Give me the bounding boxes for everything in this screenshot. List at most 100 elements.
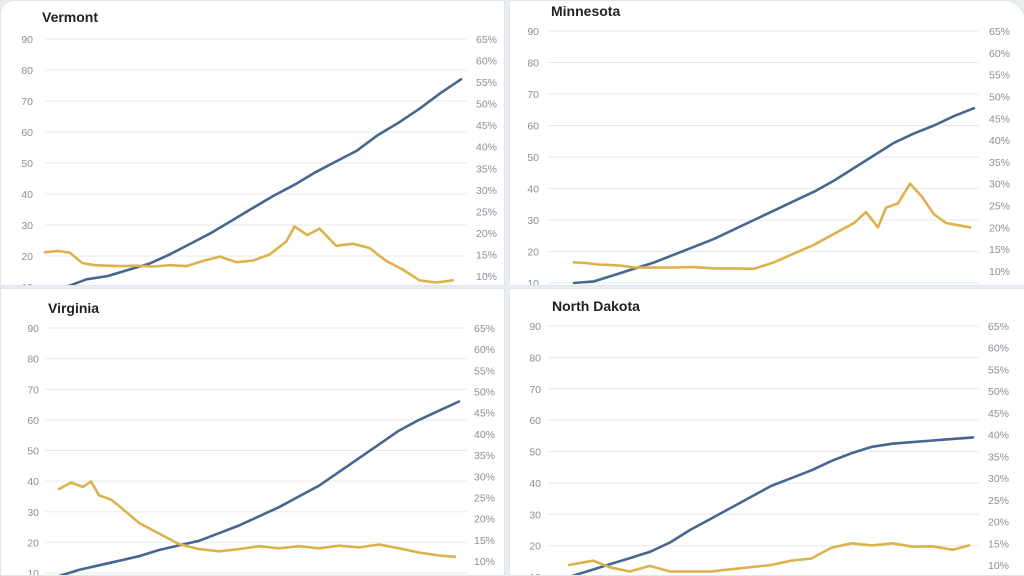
y-tick-label: 40 bbox=[527, 184, 539, 196]
y2-tick-label: 15% bbox=[989, 244, 1010, 256]
chart-title: North Dakota bbox=[552, 298, 640, 314]
chart-title: Vermont bbox=[42, 9, 99, 25]
series-line-blue bbox=[572, 106, 976, 285]
y2-tick-label: 50% bbox=[989, 91, 1010, 103]
series-line-gold bbox=[43, 225, 455, 284]
chart-panel-north-dakota: North Dakota 90807060504030201065%60%55%… bbox=[509, 288, 1024, 576]
y2-tick-label: 25% bbox=[476, 206, 497, 218]
y2-tick-label: 15% bbox=[988, 538, 1009, 550]
y2-tick-label: 10% bbox=[989, 266, 1010, 278]
chart-svg: 90807060504030201065%60%55%50%45%40%35%3… bbox=[527, 26, 1010, 285]
chart-svg: 90 80 70 60 50 40 30 20 10 65% 60% 55% 50% 45% 40% 35% 3… bbox=[27, 323, 495, 575]
y2-tick-label: 50% bbox=[474, 387, 495, 399]
y2-tick-label: 40% bbox=[989, 135, 1010, 147]
chart-title: Minnesota bbox=[551, 3, 621, 19]
y-tick-label: 10 bbox=[21, 282, 33, 285]
chart-panel-vermont: Vermont 90 80 70 60 50 40 30 20 10 65% 60% 55% 50% 45… bbox=[0, 0, 505, 286]
y2-tick-label: 30% bbox=[989, 179, 1010, 191]
y2-tick-label: 60% bbox=[989, 48, 1010, 60]
y2-tick-label: 10% bbox=[476, 271, 497, 283]
series-line-blue bbox=[58, 400, 461, 575]
y2-tick-label: 15% bbox=[474, 535, 495, 547]
y-tick-label: 40 bbox=[529, 478, 541, 490]
y-tick-label: 20 bbox=[21, 251, 33, 263]
y2-tick-label: 30% bbox=[988, 473, 1009, 485]
y-tick-label: 70 bbox=[27, 384, 39, 396]
y2-tick-label: 20% bbox=[989, 222, 1010, 234]
y2-tick-label: 20% bbox=[474, 514, 495, 526]
chart-panel-minnesota: Minnesota 90 80 70 60 50 40 30 20 10 65% 60% 55% 50%… bbox=[509, 0, 1024, 286]
y2-tick-label: 25% bbox=[989, 201, 1010, 213]
y2-tick-label: 45% bbox=[474, 408, 495, 420]
y2-tick-label: 35% bbox=[476, 163, 497, 175]
y2-tick-label: 55% bbox=[474, 365, 495, 377]
y-tick-label: 80 bbox=[21, 65, 33, 77]
y2-tick-label: 65% bbox=[988, 321, 1009, 333]
y2-tick-label: 65% bbox=[474, 323, 495, 335]
y-tick-label: 70 bbox=[527, 89, 539, 101]
y-tick-label: 70 bbox=[21, 96, 33, 108]
y-tick-label: 60 bbox=[21, 127, 33, 139]
y-tick-label: 50 bbox=[527, 152, 539, 164]
y-tick-label: 90 bbox=[21, 34, 33, 46]
y2-tick-label: 20% bbox=[476, 228, 497, 240]
y2-tick-label: 50% bbox=[988, 386, 1009, 398]
y2-tick-label: 10% bbox=[474, 556, 495, 568]
series-line-gold bbox=[572, 182, 972, 271]
y2-tick-label: 25% bbox=[988, 495, 1009, 507]
series-line-gold bbox=[57, 480, 457, 559]
y-tick-label: 60 bbox=[529, 415, 541, 427]
chart-svg: 90 80 70 60 50 40 30 20 10 65% 60% 55% 50% 45% 40% 35% 3… bbox=[21, 34, 497, 285]
y-tick-label: 80 bbox=[529, 352, 541, 364]
y-tick-label: 50 bbox=[529, 447, 541, 459]
y2-tick-label: 25% bbox=[474, 492, 495, 504]
y-tick-label: 50 bbox=[21, 158, 33, 170]
y-tick-label: 60 bbox=[27, 415, 39, 427]
y2-tick-label: 55% bbox=[989, 70, 1010, 82]
chart-svg: 90807060504030201065%60%55%50%45%40%35%3… bbox=[529, 321, 1009, 575]
y2-tick-label: 45% bbox=[476, 120, 497, 132]
y2-tick-label: 65% bbox=[476, 34, 497, 46]
y2-tick-label: 50% bbox=[476, 99, 497, 111]
y2-tick-label: 60% bbox=[988, 343, 1009, 355]
y2-tick-label: 55% bbox=[476, 77, 497, 89]
y-tick-label: 30 bbox=[527, 215, 539, 227]
y2-tick-label: 65% bbox=[989, 26, 1010, 38]
y2-tick-label: 35% bbox=[989, 157, 1010, 169]
y2-tick-label: 45% bbox=[988, 408, 1009, 420]
y2-tick-label: 20% bbox=[988, 517, 1009, 529]
y2-tick-label: 30% bbox=[476, 185, 497, 197]
y-tick-label: 60 bbox=[527, 121, 539, 133]
chart-panel-virginia: Virginia 90 80 70 60 50 40 30 20 10 65% 60% 55% 50% 4… bbox=[0, 288, 505, 576]
y-tick-label: 80 bbox=[27, 354, 39, 366]
y2-tick-label: 35% bbox=[988, 451, 1009, 463]
y-tick-label: 20 bbox=[529, 541, 541, 553]
y-tick-label: 90 bbox=[527, 26, 539, 38]
y2-tick-label: 60% bbox=[476, 56, 497, 68]
y2-tick-label: 40% bbox=[474, 429, 495, 441]
y2-tick-label: 15% bbox=[476, 249, 497, 261]
y-tick-label: 20 bbox=[527, 247, 539, 259]
y2-tick-label: 55% bbox=[988, 364, 1009, 376]
y-tick-label: 70 bbox=[529, 384, 541, 396]
y-tick-label: 40 bbox=[21, 189, 33, 201]
series-line-blue bbox=[571, 436, 975, 575]
y-tick-label: 50 bbox=[27, 446, 39, 458]
y2-tick-label: 30% bbox=[474, 471, 495, 483]
y-tick-label: 30 bbox=[21, 220, 33, 232]
y2-tick-label: 35% bbox=[474, 450, 495, 462]
y-tick-label: 20 bbox=[27, 537, 39, 549]
y-tick-label: 90 bbox=[27, 323, 39, 335]
y2-tick-label: 45% bbox=[989, 113, 1010, 125]
y-tick-label: 10 bbox=[27, 568, 39, 575]
y-tick-label: 40 bbox=[27, 476, 39, 488]
y-tick-label: 30 bbox=[529, 509, 541, 521]
y2-tick-label: 40% bbox=[476, 142, 497, 154]
y-tick-label: 90 bbox=[529, 321, 541, 333]
y2-tick-label: 60% bbox=[474, 344, 495, 356]
series-line-blue bbox=[67, 78, 463, 285]
y2-tick-label: 40% bbox=[988, 430, 1009, 442]
y-tick-label: 80 bbox=[527, 58, 539, 70]
y-tick-label: 30 bbox=[27, 507, 39, 519]
series-line-gold bbox=[567, 542, 971, 573]
